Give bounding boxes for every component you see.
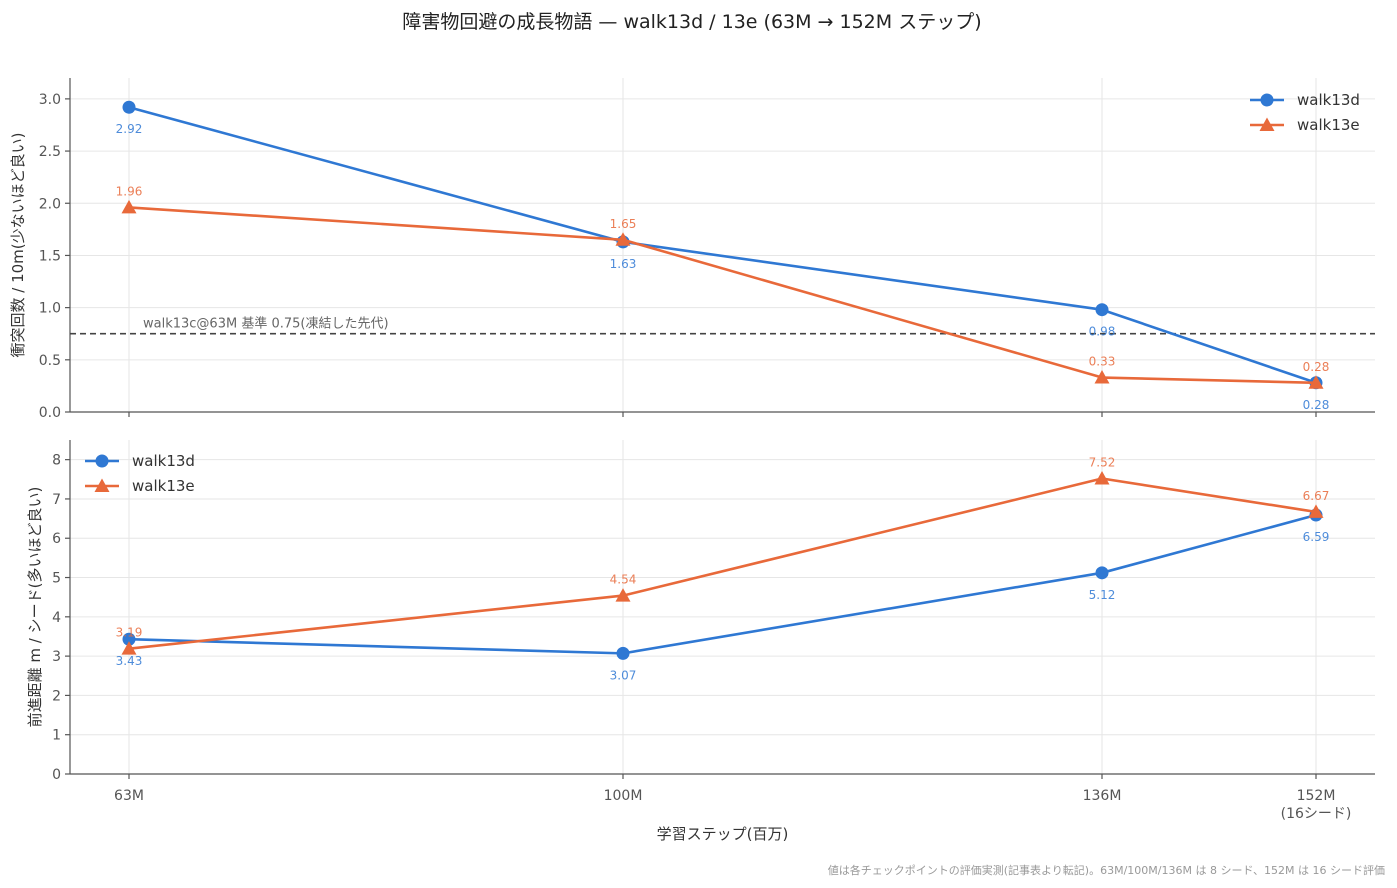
y-tick-label: 1 bbox=[52, 728, 61, 744]
data-point bbox=[616, 646, 630, 660]
chart-title: 障害物回避の成長物語 — walk13d / 13e (63M → 152M ス… bbox=[402, 11, 981, 33]
y-tick-label: 4 bbox=[52, 610, 61, 626]
x-tick-label: 136M bbox=[1083, 788, 1122, 804]
data-point bbox=[121, 199, 137, 214]
data-label: 6.59 bbox=[1303, 530, 1330, 544]
grid bbox=[70, 78, 1375, 413]
legend-label: walk13e bbox=[132, 477, 195, 495]
series-line bbox=[128, 513, 1317, 655]
series-line bbox=[128, 105, 1317, 385]
data-label: 0.33 bbox=[1089, 355, 1116, 369]
y-tick-label: 8 bbox=[52, 453, 61, 469]
y-tick-label: 3.0 bbox=[39, 92, 61, 108]
y-tick-label: 6 bbox=[52, 531, 61, 547]
legend: walk13d walk13e bbox=[1250, 91, 1360, 134]
data-label: 3.07 bbox=[610, 668, 637, 682]
series-walk13d: 2.92 1.63 0.98 0.28 bbox=[116, 100, 1330, 412]
data-point bbox=[1095, 303, 1109, 317]
y-tick-label: 3 bbox=[52, 649, 61, 665]
data-point bbox=[615, 588, 631, 602]
data-label: 1.65 bbox=[610, 217, 637, 231]
footnote: 値は各チェックポイントの評価実測(記事表より転記)。63M/100M/136M … bbox=[828, 863, 1385, 877]
legend-item-walk13d: walk13d bbox=[85, 452, 195, 470]
data-point bbox=[1094, 471, 1110, 485]
data-label: 5.12 bbox=[1089, 588, 1116, 602]
x-tick-label: (16シード) bbox=[1281, 806, 1352, 822]
legend-marker bbox=[1260, 93, 1274, 107]
legend-marker bbox=[94, 478, 110, 492]
collision-chart: 0.0 0.5 1.0 1.5 2.0 2.5 3.0 衝突回数 / 10m(少ないほど良い)… bbox=[9, 78, 1375, 421]
y-axis-label: 衝突回数 / 10m(少ないほど良い) bbox=[9, 133, 27, 358]
data-point bbox=[1094, 370, 1110, 384]
y-tick-label: 5 bbox=[52, 571, 61, 587]
y-tick-label: 2.5 bbox=[39, 144, 61, 160]
data-label: 3.43 bbox=[116, 654, 143, 668]
x-tick-label: 152M bbox=[1297, 788, 1336, 804]
y-tick-label: 2.0 bbox=[39, 196, 61, 212]
x-tick-label: 100M bbox=[604, 788, 643, 804]
y-tick-label: 0 bbox=[52, 767, 61, 783]
data-label: 3.19 bbox=[116, 626, 143, 640]
y-tick-label: 0.5 bbox=[39, 353, 61, 369]
data-point bbox=[122, 632, 136, 646]
series-line bbox=[128, 477, 1317, 650]
y-tick-label: 1.0 bbox=[39, 301, 61, 317]
legend-label: walk13e bbox=[1297, 116, 1360, 134]
legend-marker bbox=[95, 454, 109, 468]
data-label: 1.63 bbox=[610, 257, 637, 271]
y-tick-label: 1.5 bbox=[39, 248, 61, 264]
data-point bbox=[1095, 566, 1109, 580]
data-label: 1.96 bbox=[116, 184, 143, 198]
data-label: 2.92 bbox=[116, 122, 143, 136]
distance-chart: 0 1 2 3 4 5 6 7 8 63M 100M 136M 152M (16シード) 前進距離 m / … bbox=[26, 440, 1375, 843]
data-label: 7.52 bbox=[1089, 456, 1116, 470]
data-label: 0.98 bbox=[1089, 325, 1116, 339]
x-axis-label: 学習ステップ(百万) bbox=[657, 825, 789, 843]
series-walk13e: 3.19 4.54 7.52 6.67 bbox=[116, 456, 1330, 655]
legend-item-walk13e: walk13e bbox=[85, 477, 195, 495]
series-walk13e: 1.96 1.65 0.33 0.28 bbox=[116, 184, 1330, 389]
y-axis-label: 前進距離 m / シード(多いほど良い) bbox=[26, 487, 44, 728]
data-point bbox=[615, 232, 631, 246]
legend-marker bbox=[1259, 117, 1275, 131]
legend: walk13d walk13e bbox=[85, 452, 195, 495]
reference-line-label: walk13c@63M 基準 0.75(凍結した先代) bbox=[143, 316, 389, 332]
data-point bbox=[122, 100, 136, 114]
data-point bbox=[1308, 504, 1324, 518]
data-point bbox=[121, 641, 137, 655]
x-tick-label: 63M bbox=[114, 788, 144, 804]
data-label: 0.28 bbox=[1303, 398, 1330, 412]
legend-item-walk13d: walk13d bbox=[1250, 91, 1360, 109]
legend-label: walk13d bbox=[132, 452, 195, 470]
data-label: 0.28 bbox=[1303, 360, 1330, 374]
y-tick-label: 2 bbox=[52, 688, 61, 704]
legend-label: walk13d bbox=[1297, 91, 1360, 109]
data-label: 6.67 bbox=[1303, 489, 1330, 503]
data-label: 4.54 bbox=[610, 573, 637, 587]
y-tick-label: 0.0 bbox=[39, 405, 61, 421]
data-point bbox=[1308, 375, 1324, 389]
series-line bbox=[128, 206, 1317, 385]
y-tick-label: 7 bbox=[52, 492, 61, 508]
legend-item-walk13e: walk13e bbox=[1250, 116, 1360, 134]
